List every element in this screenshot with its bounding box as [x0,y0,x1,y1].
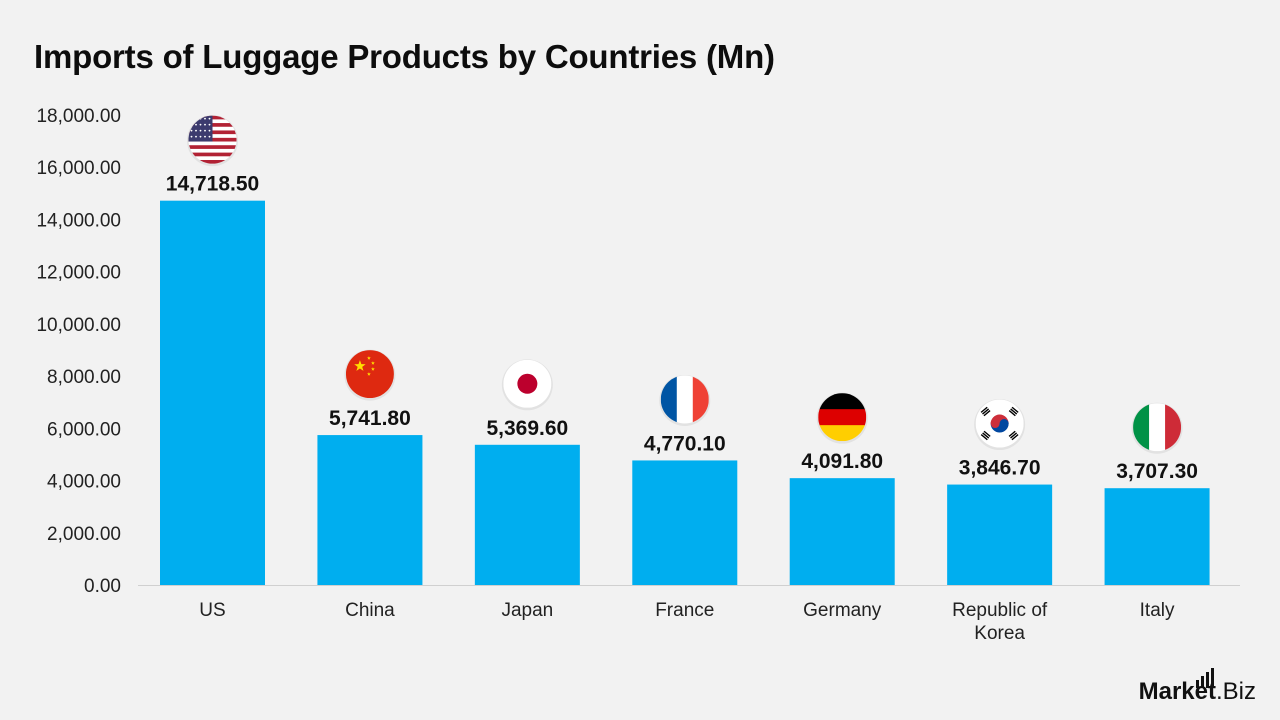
x-tick-label: Japan [501,600,553,621]
italy-flag-icon [1133,403,1182,452]
data-label: 4,770.10 [644,432,726,455]
y-tick-label: 14,000.00 [36,210,121,231]
bar [632,460,738,585]
bar [474,444,580,585]
y-tick-label: 2,000.00 [47,524,121,545]
y-tick-label: 12,000.00 [36,263,121,284]
x-tick-label: Germany [803,600,882,621]
data-label: 4,091.80 [801,450,883,473]
brand-name-rest: .Biz [1215,678,1256,705]
y-tick-label: 16,000.00 [36,158,121,179]
germany-flag-icon [818,393,867,442]
x-tick-label: US [199,600,225,621]
bar [1104,488,1210,585]
brand-logo: Market .Biz [1139,678,1256,706]
y-tick-label: 18,000.00 [36,106,121,127]
bar [317,435,423,585]
japan-flag-icon [503,359,552,408]
data-label: 3,846.70 [959,457,1041,480]
data-label: 5,369.60 [486,417,568,440]
x-tick-label: France [655,600,714,621]
y-tick-label: 6,000.00 [47,419,121,440]
y-tick-label: 4,000.00 [47,472,121,493]
france-flag-icon [660,375,709,424]
chart-title: Imports of Luggage Products by Countries… [34,38,775,75]
china-flag-icon [345,350,394,399]
data-label: 14,718.50 [166,173,259,196]
y-tick-label: 10,000.00 [36,315,121,336]
x-tick-label: Republic of Korea [952,600,1048,644]
bar [160,200,265,586]
x-tick-label: China [345,600,395,621]
brand-name-bold: Market [1138,678,1216,705]
y-tick-label: 0.00 [84,576,121,597]
bar [947,484,1053,585]
x-tick-label: Italy [1140,600,1175,621]
bar-signal-icon [1196,668,1214,688]
y-tick-label: 8,000.00 [47,367,121,388]
bar [789,478,895,585]
korea-flag-icon [975,399,1024,448]
data-label: 3,707.30 [1116,460,1198,483]
us-flag-icon [188,115,237,164]
data-label: 5,741.80 [329,407,411,430]
